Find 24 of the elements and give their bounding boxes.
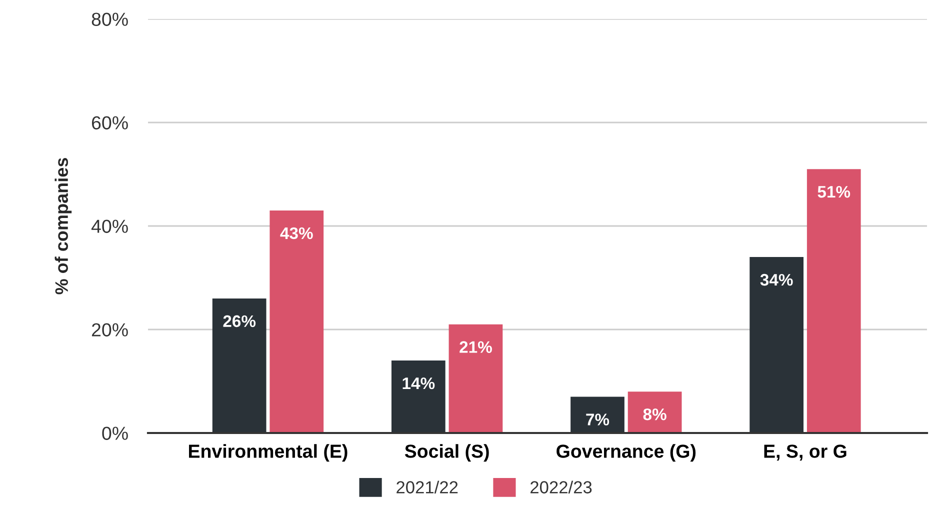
x-tick-label: Environmental (E) xyxy=(189,444,348,462)
data-label: 51% xyxy=(818,186,850,198)
data-label: 7% xyxy=(586,414,610,426)
x-tick-label: Governance (G) xyxy=(556,444,696,462)
data-label: 43% xyxy=(280,227,313,240)
data-label: 34% xyxy=(760,274,793,286)
y-tick-label: 80% xyxy=(92,12,128,26)
data-label: 21% xyxy=(460,341,492,353)
x-tick-label: Social (S) xyxy=(404,444,489,462)
y-tick-label: 20% xyxy=(92,323,128,336)
bar xyxy=(628,392,682,433)
bar xyxy=(270,210,324,433)
bar xyxy=(806,169,861,433)
y-tick-label: 40% xyxy=(91,220,128,233)
y-axis-title: % of companies xyxy=(54,158,72,294)
legend-label: 2022/23 xyxy=(530,480,592,494)
y-tick-label: 60% xyxy=(92,116,128,130)
data-label: 26% xyxy=(223,315,256,328)
y-tick-label: 0% xyxy=(102,426,128,440)
x-tick-label: E, S, or G xyxy=(764,444,846,461)
legend-label: 2021/22 xyxy=(396,480,458,494)
data-label: 14% xyxy=(402,377,435,390)
data-label: 8% xyxy=(643,408,666,420)
bar xyxy=(448,324,503,433)
